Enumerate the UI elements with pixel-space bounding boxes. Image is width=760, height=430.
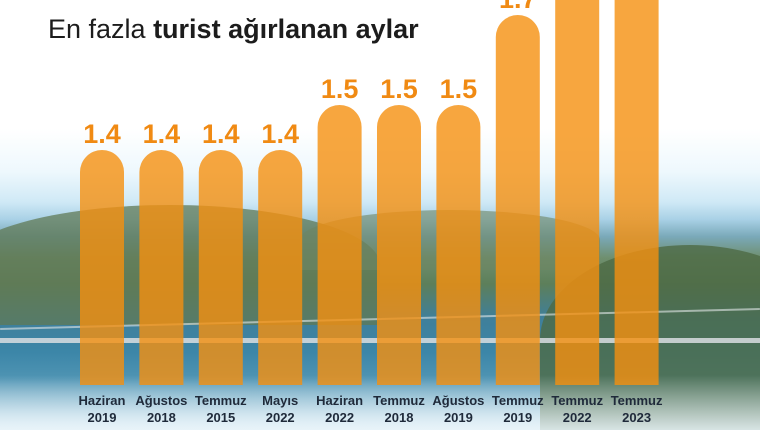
value-label: 1.5 xyxy=(440,74,478,104)
category-label-year: 2022 xyxy=(266,410,295,425)
bar xyxy=(258,150,303,385)
category-label-year: 2019 xyxy=(444,410,473,425)
category-label-month: Temmuz xyxy=(492,393,544,408)
category-label-month: Temmuz xyxy=(611,393,663,408)
chart-title: En fazla turist ağırlanan aylar xyxy=(48,14,419,45)
bar xyxy=(377,105,421,385)
bar xyxy=(436,105,481,386)
value-label: 1.4 xyxy=(202,119,240,149)
bar xyxy=(555,0,600,385)
title-bold: turist ağırlanan aylar xyxy=(153,14,419,44)
bar xyxy=(198,150,243,385)
value-label: 1.4 xyxy=(83,119,121,149)
category-label-year: 2018 xyxy=(385,410,414,425)
category-label-year: 2022 xyxy=(563,410,592,425)
category-label-year: 2023 xyxy=(622,410,651,425)
category-label-month: Temmuz xyxy=(195,393,247,408)
bar xyxy=(495,15,540,386)
bar xyxy=(614,0,659,385)
category-label-year: 2018 xyxy=(147,410,176,425)
value-label: 1.4 xyxy=(261,119,299,149)
bar xyxy=(139,150,184,385)
category-label-month: Ağustos xyxy=(135,393,187,408)
category-label-month: Temmuz xyxy=(551,393,603,408)
bar xyxy=(80,150,124,385)
category-label-year: 2022 xyxy=(325,410,354,425)
category-label-month: Ağustos xyxy=(432,393,484,408)
category-label-month: Haziran xyxy=(79,393,126,408)
title-prefix: En fazla xyxy=(48,14,154,44)
category-label-month: Haziran xyxy=(316,393,363,408)
category-label-year: 2015 xyxy=(206,410,235,425)
category-label-month: Temmuz xyxy=(373,393,425,408)
bar xyxy=(317,105,362,386)
value-label: 1.7 xyxy=(499,0,537,14)
value-label: 1.5 xyxy=(380,74,418,104)
value-label: 1.5 xyxy=(321,74,359,104)
value-label: 1.4 xyxy=(143,119,181,149)
category-label-year: 2019 xyxy=(88,410,117,425)
category-label-year: 2019 xyxy=(503,410,532,425)
category-label-month: Mayıs xyxy=(262,393,298,408)
